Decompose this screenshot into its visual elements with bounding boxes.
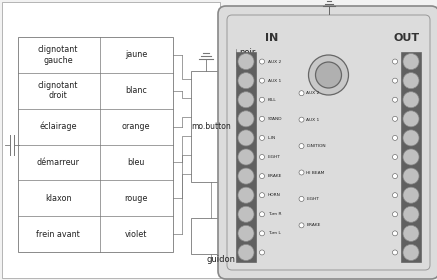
Text: klaxon: klaxon	[45, 194, 71, 203]
Circle shape	[260, 250, 264, 255]
Circle shape	[403, 111, 419, 127]
Bar	[191, 218, 231, 254]
Circle shape	[260, 212, 264, 217]
Text: jaune: jaune	[125, 50, 147, 59]
Circle shape	[260, 136, 264, 140]
Text: orange: orange	[122, 122, 150, 131]
Text: AUX 2: AUX 2	[306, 91, 320, 95]
Circle shape	[238, 92, 254, 108]
Text: Turn R: Turn R	[268, 212, 281, 216]
Circle shape	[299, 117, 304, 122]
Circle shape	[299, 223, 304, 228]
Circle shape	[403, 225, 419, 241]
Circle shape	[238, 111, 254, 127]
Circle shape	[238, 53, 254, 69]
Circle shape	[238, 73, 254, 89]
Circle shape	[392, 231, 398, 236]
Text: violet: violet	[125, 230, 147, 239]
Circle shape	[392, 116, 398, 121]
Bar	[191, 71, 231, 182]
Circle shape	[238, 206, 254, 222]
Circle shape	[260, 231, 264, 236]
Text: rouge: rouge	[124, 194, 148, 203]
Text: clignotant
gauche: clignotant gauche	[38, 45, 78, 65]
Text: IN: IN	[265, 33, 279, 43]
Circle shape	[238, 168, 254, 184]
Circle shape	[316, 62, 341, 88]
Circle shape	[392, 136, 398, 140]
Circle shape	[403, 168, 419, 184]
Text: clignotant
droit: clignotant droit	[38, 81, 78, 101]
Circle shape	[392, 59, 398, 64]
Circle shape	[299, 197, 304, 201]
Circle shape	[403, 206, 419, 222]
Text: IGNITION: IGNITION	[306, 144, 326, 148]
Text: éclairage: éclairage	[39, 122, 77, 131]
Circle shape	[238, 187, 254, 203]
Text: OUT: OUT	[394, 33, 420, 43]
Text: mo.button: mo.button	[191, 122, 231, 131]
Circle shape	[403, 73, 419, 89]
Text: BRAKE: BRAKE	[268, 174, 282, 178]
FancyBboxPatch shape	[218, 6, 437, 279]
Circle shape	[260, 116, 264, 121]
Circle shape	[403, 187, 419, 203]
Text: AUX 2: AUX 2	[268, 60, 281, 64]
Circle shape	[238, 149, 254, 165]
Text: noir: noir	[239, 48, 255, 57]
Text: Turn L: Turn L	[268, 231, 281, 235]
Circle shape	[403, 92, 419, 108]
Circle shape	[309, 55, 348, 95]
Circle shape	[260, 97, 264, 102]
Bar	[2, 2, 220, 278]
Circle shape	[299, 144, 304, 149]
Text: guidon: guidon	[207, 255, 236, 265]
Circle shape	[238, 225, 254, 241]
Bar	[401, 52, 421, 262]
Circle shape	[392, 250, 398, 255]
Circle shape	[299, 91, 304, 96]
Text: vert: vert	[239, 200, 256, 209]
Text: démarreur: démarreur	[37, 158, 80, 167]
Circle shape	[403, 244, 419, 260]
Text: LIGHT: LIGHT	[268, 155, 281, 159]
Bar	[224, 0, 248, 72]
Text: L.IN: L.IN	[268, 136, 276, 140]
Circle shape	[299, 170, 304, 175]
Circle shape	[403, 149, 419, 165]
Circle shape	[238, 244, 254, 260]
Circle shape	[392, 193, 398, 198]
Text: AUX 1: AUX 1	[306, 118, 320, 122]
Circle shape	[392, 78, 398, 83]
Circle shape	[260, 174, 264, 179]
Circle shape	[260, 155, 264, 160]
Circle shape	[403, 130, 419, 146]
Text: STAND: STAND	[268, 117, 282, 121]
Circle shape	[403, 53, 419, 69]
Text: frein avant: frein avant	[36, 230, 80, 239]
Bar	[18, 37, 173, 252]
Circle shape	[392, 174, 398, 179]
Circle shape	[392, 97, 398, 102]
Text: BRAKE: BRAKE	[306, 223, 321, 227]
Text: AUX 1: AUX 1	[268, 79, 281, 83]
Text: HORN: HORN	[268, 193, 281, 197]
Circle shape	[260, 78, 264, 83]
Bar	[236, 52, 256, 262]
Text: LIGHT: LIGHT	[306, 197, 319, 201]
Circle shape	[260, 59, 264, 64]
Circle shape	[392, 212, 398, 217]
Text: blanc: blanc	[125, 86, 147, 95]
Circle shape	[260, 193, 264, 198]
Text: bleu: bleu	[127, 158, 145, 167]
Circle shape	[392, 155, 398, 160]
Text: HI BEAM: HI BEAM	[306, 171, 325, 174]
Text: KILL: KILL	[268, 98, 277, 102]
Circle shape	[238, 130, 254, 146]
